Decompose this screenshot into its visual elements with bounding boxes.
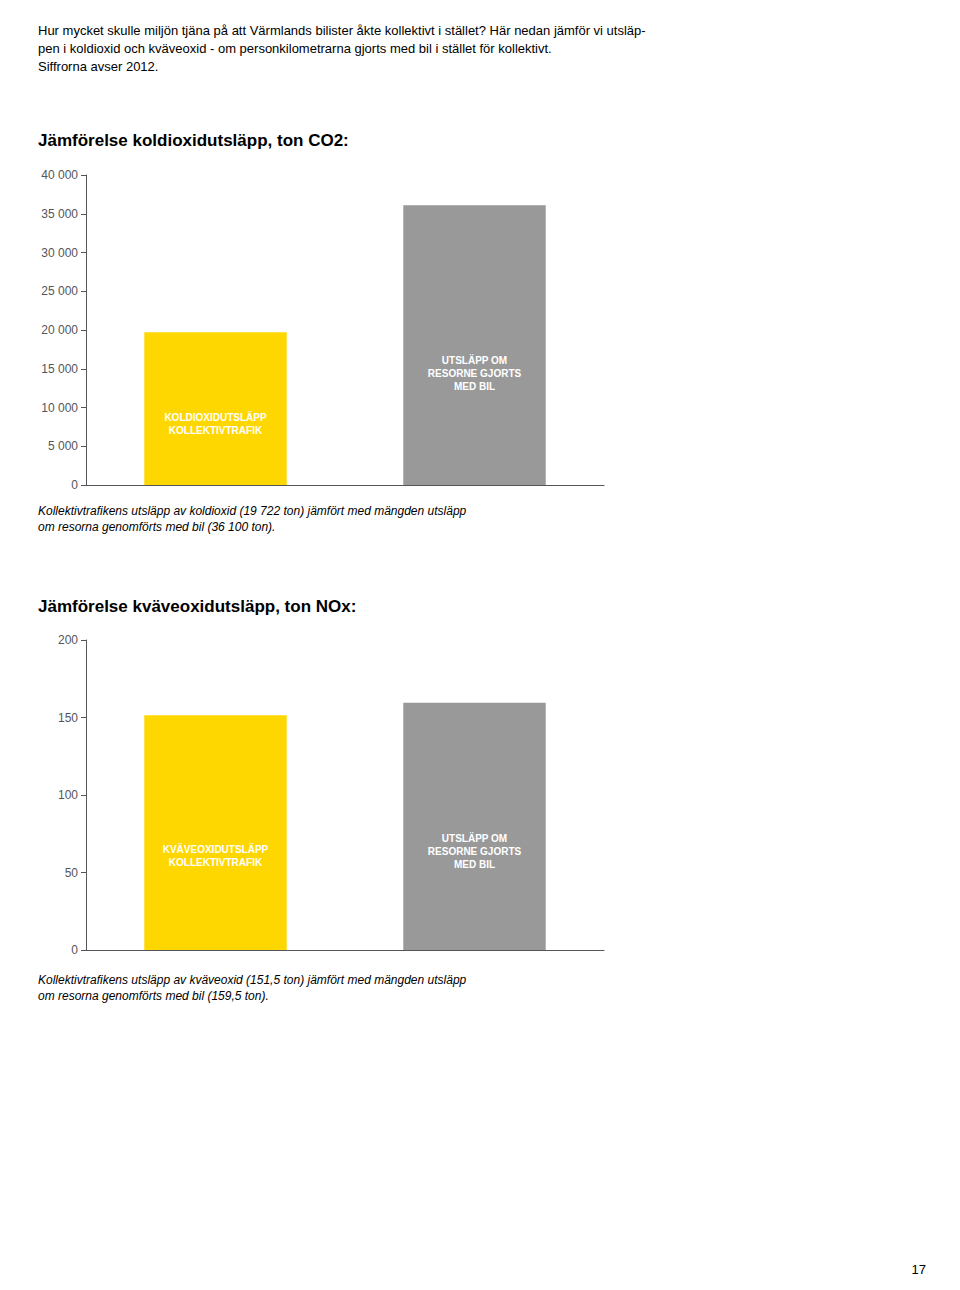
svg-text:40 000: 40 000 xyxy=(41,168,78,182)
svg-text:30 000: 30 000 xyxy=(41,246,78,260)
svg-text:UTSLÄPP OM: UTSLÄPP OM xyxy=(442,832,507,844)
svg-text:Jämförelse kväveoxidutsläpp, t: Jämförelse kväveoxidutsläpp, ton NOx: xyxy=(38,597,356,616)
svg-text:35 000: 35 000 xyxy=(41,207,78,221)
svg-text:5 000: 5 000 xyxy=(48,439,78,453)
svg-text:200: 200 xyxy=(58,633,78,647)
svg-text:10 000: 10 000 xyxy=(41,401,78,415)
svg-text:50: 50 xyxy=(65,866,79,880)
svg-text:RESORNE GJORTS: RESORNE GJORTS xyxy=(428,846,522,857)
svg-text:om resorna genomförts med bil: om resorna genomförts med bil (36 100 to… xyxy=(38,520,275,534)
svg-text:KVÄVEOXIDUTSLÄPP: KVÄVEOXIDUTSLÄPP xyxy=(163,843,269,855)
svg-text:UTSLÄPP OM: UTSLÄPP OM xyxy=(442,354,507,366)
svg-text:Siffrorna avser 2012.: Siffrorna avser 2012. xyxy=(38,59,158,74)
svg-text:17: 17 xyxy=(912,1262,926,1277)
svg-text:KOLDIOXIDUTSLÄPP: KOLDIOXIDUTSLÄPP xyxy=(164,411,267,423)
svg-text:Kollektivtrafikens utsläpp av: Kollektivtrafikens utsläpp av kväveoxid … xyxy=(38,973,467,987)
svg-text:KOLLEKTIVTRAFIK: KOLLEKTIVTRAFIK xyxy=(169,425,263,436)
svg-text:om resorna genomförts med bil: om resorna genomförts med bil (159,5 ton… xyxy=(38,989,269,1003)
svg-text:KOLLEKTIVTRAFIK: KOLLEKTIVTRAFIK xyxy=(169,857,263,868)
svg-text:0: 0 xyxy=(71,478,78,492)
svg-text:MED BIL: MED BIL xyxy=(454,381,495,392)
svg-text:0: 0 xyxy=(71,943,78,957)
svg-text:15 000: 15 000 xyxy=(41,362,78,376)
svg-text:pen i koldioxid och kväveoxid: pen i koldioxid och kväveoxid - om perso… xyxy=(38,41,552,56)
svg-text:MED BIL: MED BIL xyxy=(454,859,495,870)
svg-text:RESORNE GJORTS: RESORNE GJORTS xyxy=(428,368,522,379)
svg-text:Jämförelse koldioxidutsläpp, t: Jämförelse koldioxidutsläpp, ton CO2: xyxy=(38,131,349,150)
svg-text:Hur mycket skulle miljön tjäna: Hur mycket skulle miljön tjäna på att Vä… xyxy=(38,23,646,38)
svg-text:Kollektivtrafikens utsläpp av: Kollektivtrafikens utsläpp av koldioxid … xyxy=(38,504,467,518)
svg-text:20 000: 20 000 xyxy=(41,323,78,337)
svg-text:25 000: 25 000 xyxy=(41,284,78,298)
svg-text:150: 150 xyxy=(58,711,78,725)
svg-text:100: 100 xyxy=(58,788,78,802)
